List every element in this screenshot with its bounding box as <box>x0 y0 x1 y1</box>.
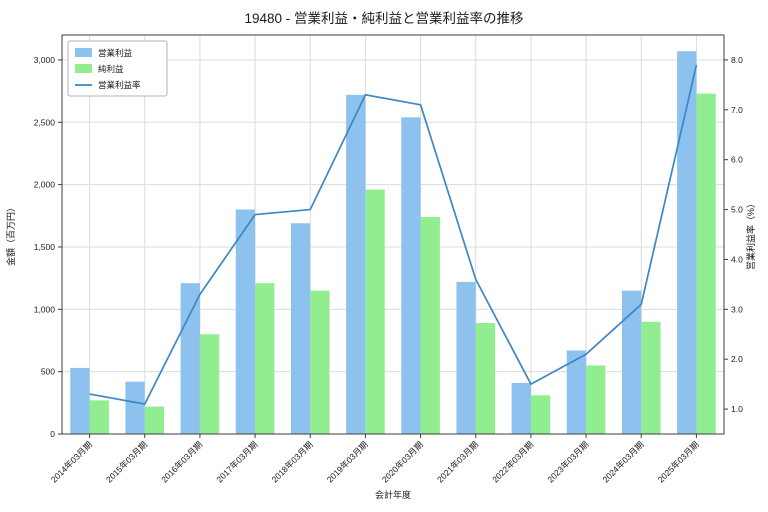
x-tick-label: 2023年03月期 <box>545 439 590 484</box>
x-tick-label: 2014年03月期 <box>49 439 94 484</box>
x-tick-label: 2024年03月期 <box>600 439 645 484</box>
y-axis-label-right: 営業利益率（%） <box>745 199 756 270</box>
bar <box>475 323 496 434</box>
x-tick-label: 2022年03月期 <box>490 439 535 484</box>
bar <box>255 283 275 434</box>
x-tick-label: 2020年03月期 <box>380 439 425 484</box>
bar <box>586 365 606 434</box>
legend-box <box>67 40 168 97</box>
bar <box>420 217 440 434</box>
x-tick-label: 2016年03月期 <box>159 439 204 484</box>
bar <box>235 209 256 434</box>
left-tick-label: 2,500 <box>34 117 56 127</box>
legend-label: 営業利益率 <box>98 80 141 90</box>
right-tick-label: 2.0 <box>731 354 743 364</box>
right-tick-label: 4.0 <box>731 254 743 264</box>
bar <box>199 334 220 434</box>
bar <box>70 367 90 434</box>
bar <box>566 350 587 434</box>
left-tick-label: 1,000 <box>34 304 56 314</box>
right-tick-label: 5.0 <box>731 205 743 215</box>
bar <box>180 283 200 434</box>
left-tick-label: 2,000 <box>34 180 56 190</box>
line-series <box>89 64 698 405</box>
bar <box>641 321 661 434</box>
x-axis: 2014年03月期 2015年03月期 2016年03月期 2017年03月期 2018… <box>49 434 701 485</box>
x-tick-label: 2015年03月期 <box>104 439 149 484</box>
left-tick-label: 3,000 <box>34 55 56 65</box>
bar-series-1 <box>89 93 716 435</box>
right-tick-label: 7.0 <box>731 105 743 115</box>
bar <box>125 381 145 434</box>
bar <box>290 223 311 434</box>
legend-swatch <box>75 64 92 73</box>
bar <box>530 395 551 434</box>
legend-label: 営業利益 <box>98 48 133 58</box>
right-tick-label: 6.0 <box>731 155 743 165</box>
x-axis-label: 会計年度 <box>375 489 411 500</box>
y-axis-label-left: 金額（百万円） <box>5 203 16 266</box>
bar <box>677 51 697 434</box>
bar-series-0 <box>70 51 697 434</box>
x-tick-label: 2018年03月期 <box>269 439 314 484</box>
right-axis: 1.0 2.0 3.0 4.0 5.0 6.0 7.0 8.0 <box>724 55 743 414</box>
left-tick-label: 500 <box>41 367 55 377</box>
x-tick-label: 2017年03月期 <box>214 439 259 484</box>
left-axis: 0 500 1,000 1,500 2,000 2,500 3,000 <box>34 55 62 439</box>
right-tick-label: 3.0 <box>731 304 743 314</box>
bar <box>401 117 421 434</box>
legend-label: 純利益 <box>98 64 124 74</box>
chart-title: 19480 - 営業利益・純利益と営業利益率の推移 <box>244 11 524 26</box>
right-tick-label: 8.0 <box>731 55 743 65</box>
x-tick-label: 2019年03月期 <box>325 439 370 484</box>
bar <box>456 281 476 434</box>
legend-swatch <box>75 48 92 57</box>
x-tick-label: 2021年03月期 <box>435 439 480 484</box>
bar <box>89 400 109 434</box>
right-tick-label: 1.0 <box>731 404 743 414</box>
bar <box>621 290 642 434</box>
bar <box>310 290 330 434</box>
bar <box>365 189 385 434</box>
left-tick-label: 1,500 <box>34 242 56 252</box>
x-tick-label: 2025年03月期 <box>656 439 701 484</box>
bar <box>144 406 165 434</box>
bar <box>511 382 531 434</box>
plot-border <box>61 34 725 435</box>
left-tick-label: 0 <box>50 429 55 439</box>
bar <box>696 93 716 435</box>
bar <box>346 94 366 434</box>
